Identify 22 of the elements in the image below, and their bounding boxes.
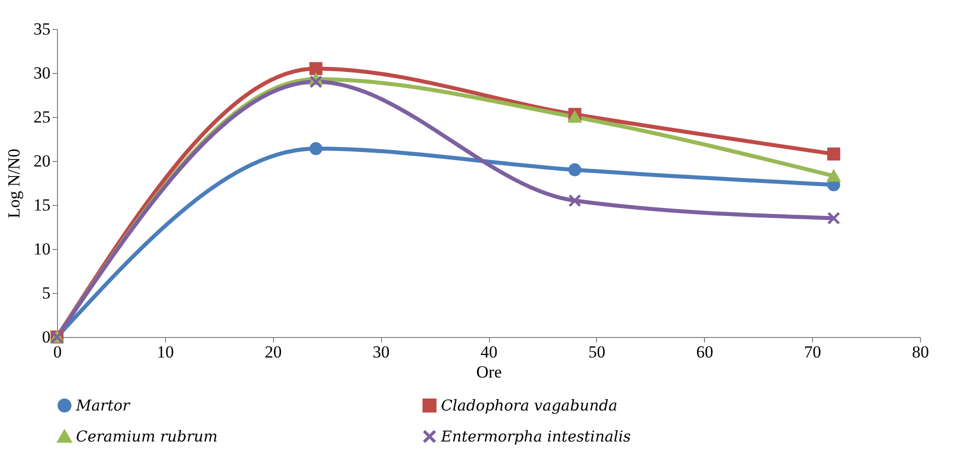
x-tick-label: 70 [804, 342, 822, 362]
y-tick-label: 20 [34, 152, 50, 170]
y-tick-label: 15 [34, 196, 50, 214]
y-tick-label: 35 [34, 20, 50, 38]
x-tick-label: 20 [264, 342, 282, 362]
legend-label: Entermorpha intestinalis [440, 428, 632, 446]
x-axis-title: Ore [476, 362, 502, 382]
legend-label: Cladophora vagabunda [441, 396, 618, 415]
y-tick-label: 25 [34, 108, 50, 126]
y-tick-label: 0 [42, 328, 50, 346]
x-tick-label: 50 [588, 342, 606, 362]
legend-label: Ceramium rubrum [76, 428, 218, 446]
legend-label: Martor [75, 396, 131, 415]
x-tick-label: 80 [912, 342, 929, 362]
x-tick-label: 60 [696, 342, 714, 362]
x-tick-label: 30 [372, 342, 390, 362]
y-tick-label: 10 [34, 240, 50, 258]
y-tick-label: 30 [34, 64, 50, 82]
y-axis-title: Log N/N0 [4, 148, 24, 218]
y-tick-label: 5 [42, 284, 50, 302]
x-tick-label: 40 [480, 342, 498, 362]
x-tick-label: 10 [156, 342, 174, 362]
